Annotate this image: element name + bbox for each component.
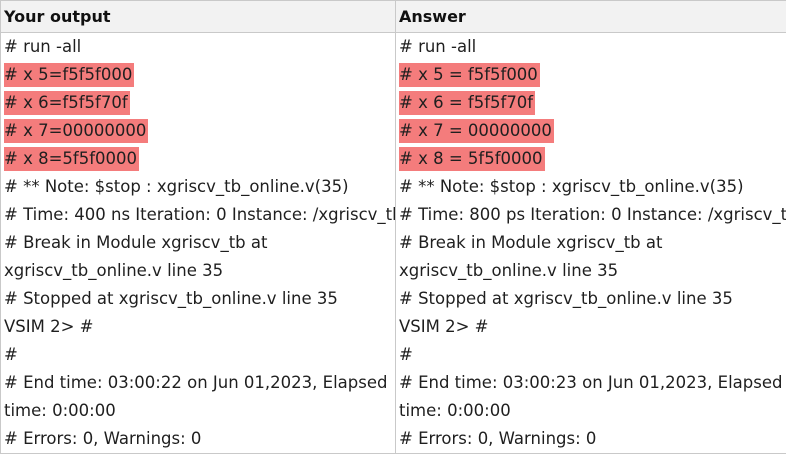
your-output-line-text: VSIM 2> # bbox=[4, 317, 94, 336]
your-output-line-text: # Time: 400 ns Iteration: 0 Instance: /x… bbox=[4, 205, 395, 224]
your-output-line: # Time: 400 ns Iteration: 0 Instance: /x… bbox=[4, 201, 395, 229]
answer-line: # Stopped at xgriscv_tb_online.v line 35 bbox=[399, 285, 786, 313]
your-output-line-text-highlighted: # x 7=00000000 bbox=[4, 119, 149, 143]
your-output-line: # Errors: 0, Warnings: 0 bbox=[4, 425, 395, 453]
answer-line: # ** Note: $stop : xgriscv_tb_online.v(3… bbox=[399, 173, 786, 201]
answer-line-text-highlighted: # x 6 = f5f5f70f bbox=[399, 91, 536, 115]
answer-line-text: VSIM 2> # bbox=[399, 317, 489, 336]
your-output-line-text: # Break in Module xgriscv_tb at bbox=[4, 233, 268, 252]
answer-line: # run -all bbox=[399, 33, 786, 61]
answer-line-text: # End time: 03:00:23 on Jun 01,2023, Ela… bbox=[399, 373, 783, 392]
answer-line: # Break in Module xgriscv_tb at bbox=[399, 229, 786, 257]
your-output-line-text: # Stopped at xgriscv_tb_online.v line 35 bbox=[4, 289, 338, 308]
answer-line-text-highlighted: # x 5 = f5f5f000 bbox=[399, 63, 540, 87]
answer-line: VSIM 2> # bbox=[399, 313, 786, 341]
your-output-line-text: # ** Note: $stop : xgriscv_tb_online.v(3… bbox=[4, 177, 349, 196]
answer-line: # x 5 = f5f5f000 bbox=[399, 61, 786, 89]
answer-line-text: # Errors: 0, Warnings: 0 bbox=[399, 429, 597, 448]
answer-line-text: # bbox=[399, 345, 413, 364]
output-row: # run -all # x 5=f5f5f000 # x 6=f5f5f70f # … bbox=[0, 32, 786, 454]
your-output-line-text: # End time: 03:00:22 on Jun 01,2023, Ela… bbox=[4, 373, 388, 392]
answer-line: # x 8 = 5f5f0000 bbox=[399, 145, 786, 173]
answer-line: # End time: 03:00:23 on Jun 01,2023, Ela… bbox=[399, 369, 786, 397]
answer-line-text: # Time: 800 ps Iteration: 0 Instance: /x… bbox=[399, 205, 786, 224]
answer-line-text-highlighted: # x 8 = 5f5f0000 bbox=[399, 147, 545, 171]
header-row: Your output Answer bbox=[0, 0, 786, 33]
answer-line-text: # run -all bbox=[399, 37, 477, 56]
comparison-table: Your output Answer # run -all # x 5=f5f5f… bbox=[0, 0, 786, 454]
your-output-line-text: # run -all bbox=[4, 37, 82, 56]
answer-line-text: xgriscv_tb_online.v line 35 bbox=[399, 261, 619, 280]
answer-line-text: # Break in Module xgriscv_tb at bbox=[399, 233, 663, 252]
your-output-line: xgriscv_tb_online.v line 35 bbox=[4, 257, 395, 285]
answer-line-text: time: 0:00:00 bbox=[399, 401, 511, 420]
your-output-line-text: # Errors: 0, Warnings: 0 bbox=[4, 429, 202, 448]
your-output-line: # x 5=f5f5f000 bbox=[4, 61, 395, 89]
answer-line: # Time: 800 ps Iteration: 0 Instance: /x… bbox=[399, 201, 786, 229]
your-output-line: # x 7=00000000 bbox=[4, 117, 395, 145]
your-output-cell: # run -all # x 5=f5f5f000 # x 6=f5f5f70f # … bbox=[0, 32, 396, 454]
your-output-line-text-highlighted: # x 8=5f5f0000 bbox=[4, 147, 140, 171]
your-output-line: # x 6=f5f5f70f bbox=[4, 89, 395, 117]
answer-line: # x 7 = 00000000 bbox=[399, 117, 786, 145]
answer-line: # x 6 = f5f5f70f bbox=[399, 89, 786, 117]
your-output-line: # bbox=[4, 341, 395, 369]
your-output-line-text: time: 0:00:00 bbox=[4, 401, 116, 420]
answer-line-text: # ** Note: $stop : xgriscv_tb_online.v(3… bbox=[399, 177, 744, 196]
answer-line: # bbox=[399, 341, 786, 369]
answer-line-text: # Stopped at xgriscv_tb_online.v line 35 bbox=[399, 289, 733, 308]
your-output-line-text-highlighted: # x 5=f5f5f000 bbox=[4, 63, 135, 87]
your-output-line: # Break in Module xgriscv_tb at bbox=[4, 229, 395, 257]
your-output-line: VSIM 2> # bbox=[4, 313, 395, 341]
your-output-line-text: # bbox=[4, 345, 18, 364]
your-output-line-text-highlighted: # x 6=f5f5f70f bbox=[4, 91, 130, 115]
your-output-line: time: 0:00:00 bbox=[4, 397, 395, 425]
answer-line: xgriscv_tb_online.v line 35 bbox=[399, 257, 786, 285]
answer-line-text-highlighted: # x 7 = 00000000 bbox=[399, 119, 554, 143]
your-output-line: # run -all bbox=[4, 33, 395, 61]
answer-cell: # run -all # x 5 = f5f5f000 # x 6 = f5f5f7… bbox=[395, 32, 786, 454]
answer-header: Answer bbox=[395, 0, 786, 33]
answer-line: time: 0:00:00 bbox=[399, 397, 786, 425]
your-output-line: # x 8=5f5f0000 bbox=[4, 145, 395, 173]
your-output-line-text: xgriscv_tb_online.v line 35 bbox=[4, 261, 224, 280]
answer-line: # Errors: 0, Warnings: 0 bbox=[399, 425, 786, 453]
your-output-line: # End time: 03:00:22 on Jun 01,2023, Ela… bbox=[4, 369, 395, 397]
your-output-line: # Stopped at xgriscv_tb_online.v line 35 bbox=[4, 285, 395, 313]
your-output-header: Your output bbox=[0, 0, 396, 33]
your-output-line: # ** Note: $stop : xgriscv_tb_online.v(3… bbox=[4, 173, 395, 201]
